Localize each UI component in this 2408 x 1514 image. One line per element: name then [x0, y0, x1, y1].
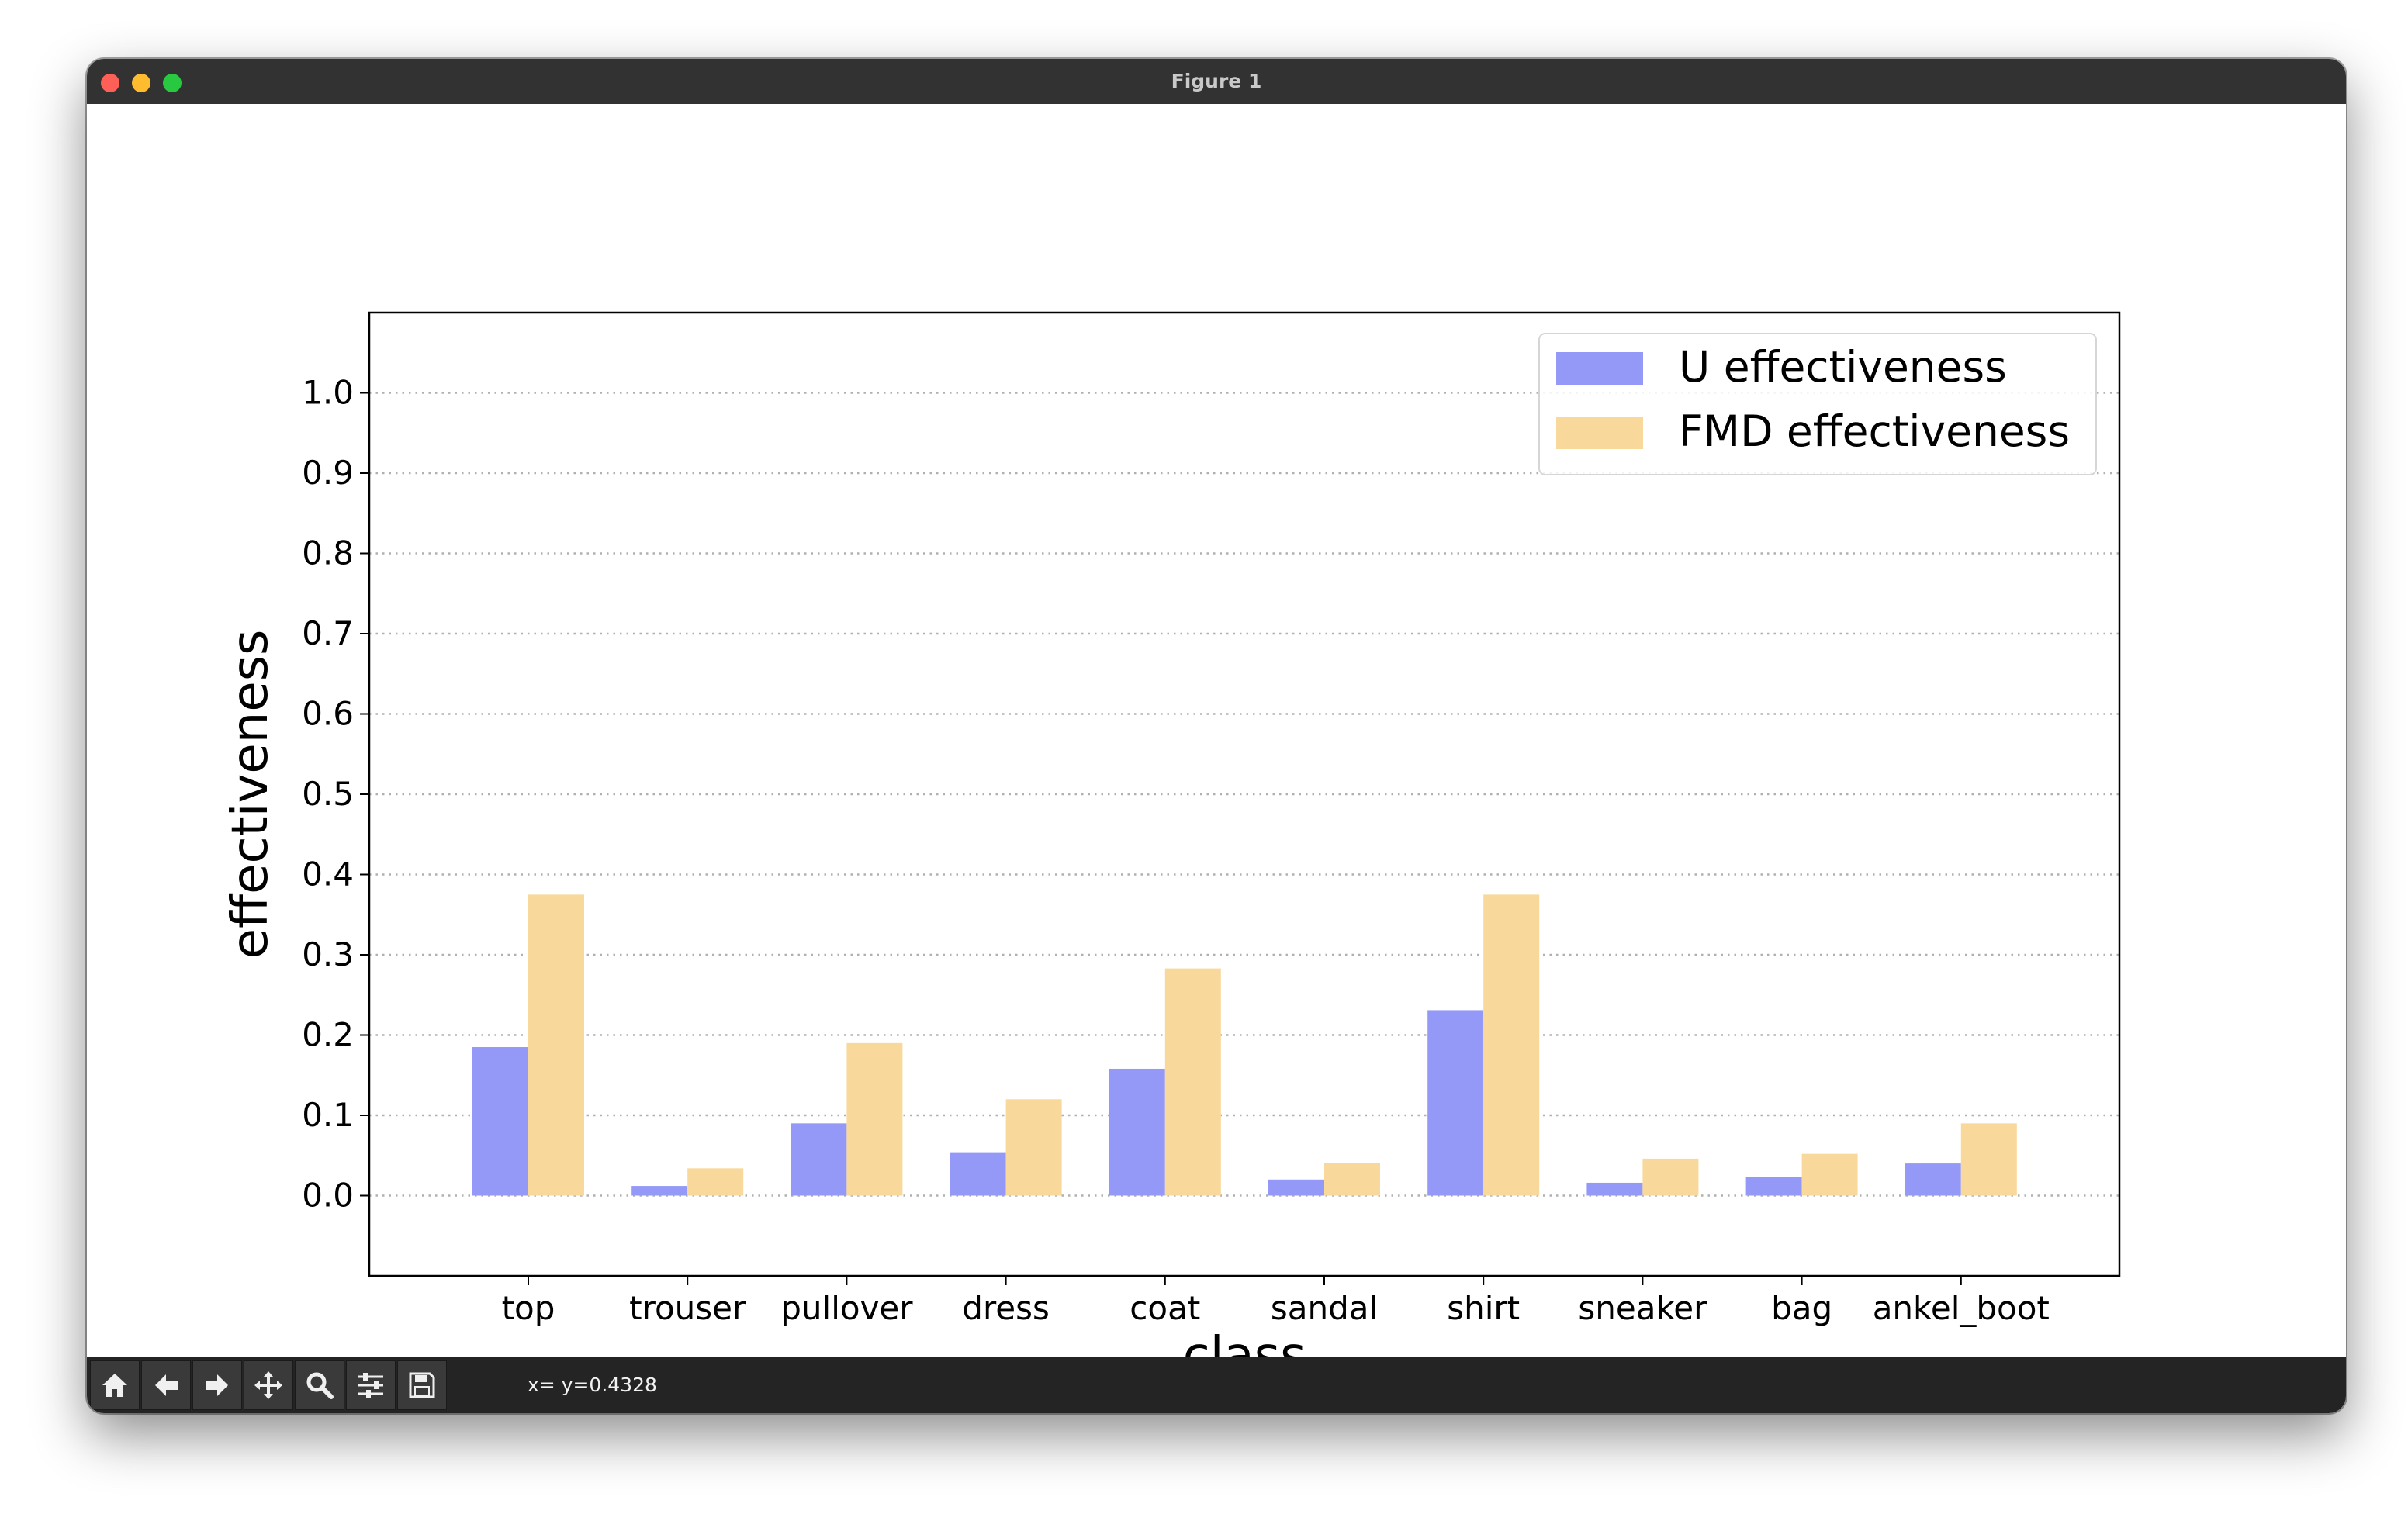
x-tick-label: ankel_boot	[1873, 1289, 2050, 1327]
minimize-window-button[interactable]	[132, 74, 150, 92]
navigation-toolbar: x= y=0.4328	[87, 1357, 2346, 1413]
legend-swatch-u	[1556, 352, 1643, 385]
y-tick-label: 1.0	[302, 374, 354, 412]
bar-u-effectiveness	[1905, 1163, 1961, 1196]
zoom-button[interactable]	[295, 1360, 344, 1410]
bar-u-effectiveness	[631, 1186, 688, 1196]
y-axis-label: effectiveness	[222, 630, 279, 959]
bar-fmd-effectiveness	[1960, 1123, 2017, 1196]
x-tick-label: top	[502, 1289, 555, 1327]
bar-fmd-effectiveness	[1483, 894, 1540, 1196]
pan-button[interactable]	[244, 1360, 293, 1410]
home-button[interactable]	[90, 1360, 140, 1410]
configure-subplots-button[interactable]	[346, 1360, 396, 1410]
y-tick-label: 0.0	[302, 1177, 354, 1215]
bar-fmd-effectiveness	[687, 1168, 744, 1196]
x-tick-label: bag	[1771, 1289, 1832, 1327]
x-tick-label: dress	[962, 1289, 1050, 1327]
back-arrow-icon	[155, 1374, 178, 1396]
bar-fmd-effectiveness	[1642, 1158, 1699, 1196]
legend-box	[1538, 333, 2097, 475]
y-tick-label: 0.1	[302, 1096, 354, 1134]
bar-fmd-effectiveness	[1324, 1163, 1380, 1196]
bar-fmd-effectiveness	[528, 894, 584, 1196]
save-icon	[409, 1372, 435, 1398]
forward-button[interactable]	[192, 1360, 242, 1410]
x-tick-label: coat	[1130, 1289, 1200, 1327]
title-bar: Figure 1	[87, 59, 2346, 105]
bar-u-effectiveness	[1427, 1010, 1484, 1196]
y-tick-label: 0.2	[302, 1016, 354, 1054]
bar-u-effectiveness	[791, 1123, 847, 1196]
legend-label-u: U effectiveness	[1679, 342, 2007, 392]
bar-u-effectiveness	[950, 1152, 1006, 1196]
back-button[interactable]	[141, 1360, 191, 1410]
bar-u-effectiveness	[1109, 1068, 1165, 1196]
y-tick-label: 0.9	[302, 454, 354, 492]
y-tick-label: 0.5	[302, 775, 354, 813]
window-title: Figure 1	[1171, 70, 1262, 92]
zoom-icon	[306, 1372, 334, 1399]
figure-window: Figure 1 0.0 0.1 0.2 0.3 0.4 0.5 0.6 0.7 0.8 0.9 1…	[87, 59, 2346, 1413]
legend-swatch-fmd	[1556, 417, 1643, 449]
y-tick-label: 0.4	[302, 856, 354, 894]
bar-u-effectiveness	[1586, 1182, 1643, 1196]
y-tick-label: 0.6	[302, 695, 354, 733]
save-button[interactable]	[397, 1360, 447, 1410]
plot-frame	[368, 311, 2121, 1277]
pan-icon	[254, 1371, 282, 1399]
x-tick-label: sandal	[1271, 1289, 1378, 1327]
close-window-button[interactable]	[101, 74, 119, 92]
bar-u-effectiveness	[1745, 1177, 1802, 1196]
bar-u-effectiveness	[472, 1047, 528, 1196]
x-tick-label: pullover	[780, 1289, 913, 1327]
y-tick-label: 0.7	[302, 614, 354, 652]
forward-arrow-icon	[206, 1374, 228, 1396]
y-tick-label: 0.3	[302, 935, 354, 973]
home-icon	[102, 1374, 127, 1397]
bar-fmd-effectiveness	[1164, 968, 1221, 1196]
bar-u-effectiveness	[1268, 1179, 1324, 1196]
x-tick-label: trouser	[629, 1289, 746, 1327]
maximize-window-button[interactable]	[163, 74, 182, 92]
bar-fmd-effectiveness	[1801, 1153, 1858, 1196]
bar-fmd-effectiveness	[1005, 1099, 1062, 1196]
legend-label-fmd: FMD effectiveness	[1679, 406, 2070, 456]
x-tick-label: shirt	[1447, 1289, 1520, 1327]
bar-fmd-effectiveness	[846, 1042, 903, 1196]
configure-subplots-icon	[358, 1373, 383, 1398]
bar-chart: 0.0 0.1 0.2 0.3 0.4 0.5 0.6 0.7 0.8 0.9 1.0 top trou…	[222, 311, 2121, 1384]
cursor-coordinates: x= y=0.4328	[528, 1374, 657, 1396]
y-tick-label: 0.8	[302, 534, 354, 572]
figure-canvas: 0.0 0.1 0.2 0.3 0.4 0.5 0.6 0.7 0.8 0.9 1.0 top trou…	[87, 104, 2346, 1384]
x-tick-label: sneaker	[1578, 1289, 1707, 1327]
